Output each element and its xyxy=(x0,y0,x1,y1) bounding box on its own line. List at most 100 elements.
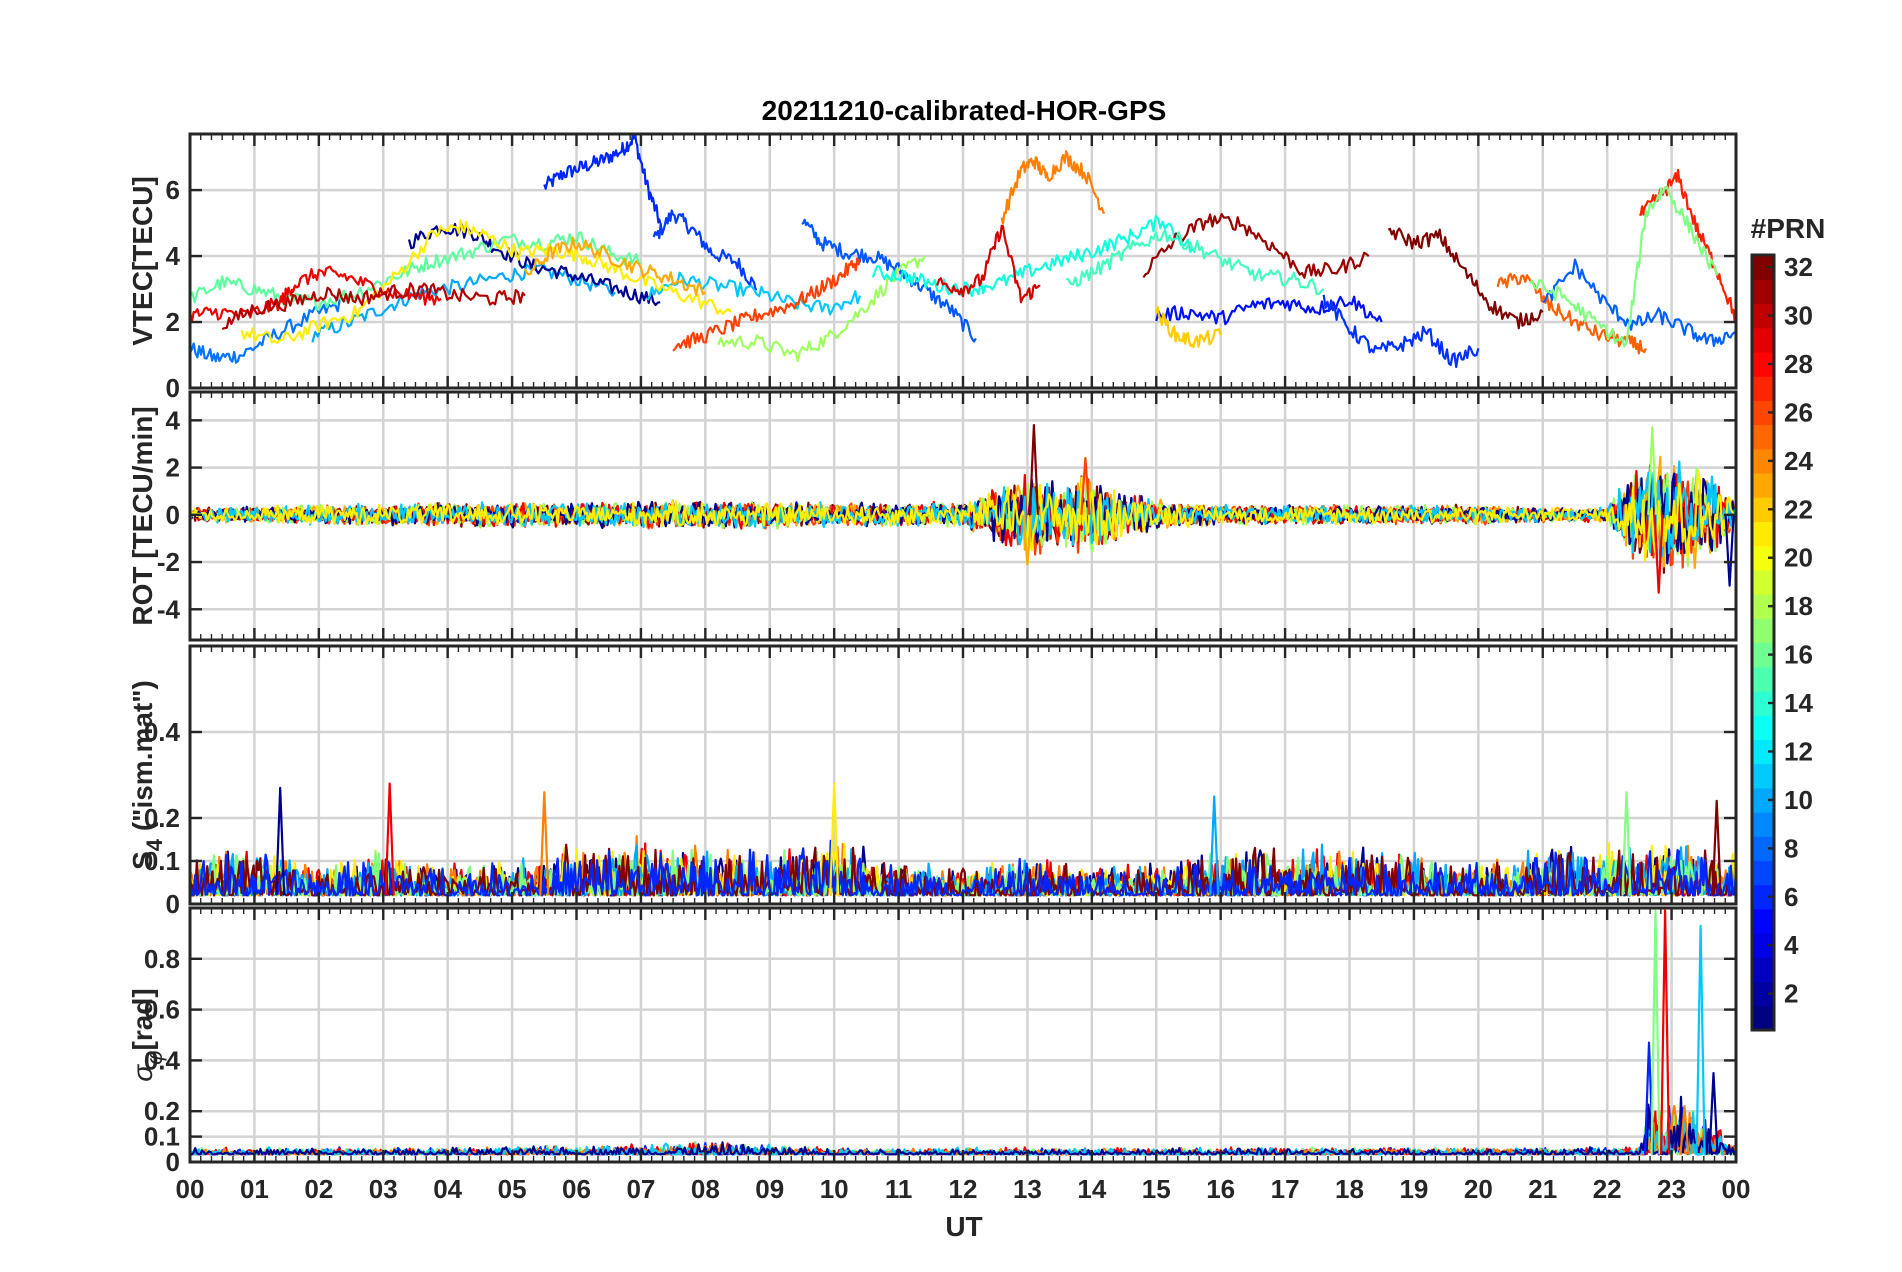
x-axis-label: UT xyxy=(945,1211,982,1242)
x-tick-label: 23 xyxy=(1657,1174,1686,1204)
x-tick-label: 18 xyxy=(1335,1174,1364,1204)
s4-peak-spike xyxy=(539,791,550,896)
colorbar-swatch xyxy=(1752,448,1774,474)
colorbar-tick-label: 32 xyxy=(1784,252,1813,282)
colorbar-swatch xyxy=(1752,327,1774,353)
colorbar-swatch xyxy=(1752,666,1774,692)
y-tick-label: 0.4 xyxy=(144,1045,181,1075)
y-tick-label: -4 xyxy=(157,594,181,624)
colorbar-tick-label: 6 xyxy=(1784,882,1798,912)
x-tick-label: 04 xyxy=(433,1174,462,1204)
colorbar-frame xyxy=(1750,253,1776,1032)
vtec-series-prn-13 xyxy=(871,215,1196,297)
colorbar-tick-label: 2 xyxy=(1784,979,1798,1009)
vtec-series-prn-11 xyxy=(311,262,616,343)
vtec-series-prn-15 xyxy=(1065,229,1325,296)
colorbar-tick-label: 8 xyxy=(1784,833,1798,863)
sigma-peak-spike xyxy=(1679,1105,1690,1155)
y-tick-label: 0.2 xyxy=(144,1096,180,1126)
vtec-y-label: VTEC[TECU] xyxy=(127,176,158,346)
y-tick-label: -2 xyxy=(157,547,180,577)
sigma-peak-spike xyxy=(1695,924,1706,1155)
colorbar-swatch xyxy=(1752,715,1774,740)
vtec-series-prn-20 xyxy=(240,219,732,344)
s4-peak-spike xyxy=(829,782,840,896)
colorbar-swatch xyxy=(1752,812,1774,837)
vtec-series-prn-16 xyxy=(190,231,642,311)
vtec-series-prn-28 xyxy=(190,265,442,324)
x-tick-label: 17 xyxy=(1271,1174,1300,1204)
vtec-series-prn-8 xyxy=(1542,258,1736,347)
colorbar-swatch xyxy=(1752,279,1774,305)
x-tick-label: 07 xyxy=(626,1174,655,1204)
vtec-series-prn-32 xyxy=(1387,227,1544,330)
s4-peak-spike xyxy=(275,786,286,896)
x-tick-label: 05 xyxy=(498,1174,527,1204)
s4-peak-spike xyxy=(1621,791,1632,896)
colorbar-title: #PRN xyxy=(1751,213,1826,244)
vtec-series-prn-6 xyxy=(1322,294,1480,369)
colorbar-swatch xyxy=(1752,376,1774,401)
colorbar-swatch xyxy=(1752,908,1774,934)
colorbar-swatch xyxy=(1752,303,1774,329)
x-tick-label: 00 xyxy=(176,1174,205,1204)
vtec-series-prn-30 xyxy=(221,282,526,330)
y-tick-label: 0.1 xyxy=(144,1122,180,1152)
colorbar-swatch xyxy=(1752,981,1774,1007)
colorbar-swatch xyxy=(1752,787,1774,813)
vtec-series-prn-4 xyxy=(1155,295,1383,326)
colorbar-swatch xyxy=(1752,521,1774,547)
rot-peak-spike xyxy=(1080,457,1091,515)
colorbar-swatch xyxy=(1752,957,1774,983)
rot-series xyxy=(190,470,1736,564)
sigma-peak-spike xyxy=(1660,909,1671,1155)
colorbar-tick-label: 20 xyxy=(1784,543,1813,573)
vtec-series-prn-5 xyxy=(652,209,758,291)
colorbar-tick-label: 22 xyxy=(1784,494,1813,524)
x-tick-label: 08 xyxy=(691,1174,720,1204)
colorbar-swatch xyxy=(1752,739,1774,765)
y-tick-label: 0 xyxy=(166,889,180,919)
y-tick-label: 2 xyxy=(166,453,180,483)
series-group xyxy=(190,424,1736,594)
colorbar-swatch xyxy=(1752,860,1774,886)
colorbar-tick-label: 4 xyxy=(1784,930,1799,960)
colorbar-swatch xyxy=(1752,836,1774,862)
vtec-series-prn-21 xyxy=(1155,306,1222,349)
vtec-series-prn-24 xyxy=(1000,150,1106,225)
vtec-series-prn-27 xyxy=(1638,168,1736,323)
x-tick-label: 11 xyxy=(885,1174,913,1204)
x-ticks xyxy=(188,908,1738,1162)
x-tick-label: 00 xyxy=(1722,1174,1751,1204)
vtec-series-prn-26 xyxy=(672,257,861,352)
s4-peak-spike xyxy=(1711,799,1722,896)
colorbar-tick-label: 30 xyxy=(1784,301,1813,331)
colorbar-swatch xyxy=(1752,400,1774,426)
colorbar-swatch xyxy=(1752,933,1774,958)
s4-peak-spike xyxy=(1209,795,1220,896)
sigma-peak-spike xyxy=(1708,1072,1719,1155)
colorbar-swatch xyxy=(1752,642,1774,668)
rot-peak-spike xyxy=(1028,424,1039,515)
y-tick-label: 0 xyxy=(166,500,180,530)
rot-peak-spike xyxy=(1022,514,1033,566)
x-tick-label: 02 xyxy=(304,1174,333,1204)
rot-y-label: ROT [TECU/min] xyxy=(127,406,158,625)
colorbar-tick-label: 28 xyxy=(1784,349,1813,379)
rot-peak-spike xyxy=(1724,514,1735,587)
colorbar-swatch xyxy=(1752,497,1774,523)
colorbar-swatch xyxy=(1752,690,1774,716)
grid xyxy=(190,134,1736,388)
y-tick-label: 0 xyxy=(166,1147,180,1177)
colorbar-tick-label: 10 xyxy=(1784,785,1813,815)
colorbar-swatch xyxy=(1752,424,1774,450)
x-tick-label: 03 xyxy=(369,1174,398,1204)
colorbar-swatch xyxy=(1752,763,1774,789)
colorbar-swatch xyxy=(1752,472,1774,498)
x-tick-label: 01 xyxy=(240,1174,269,1204)
grid xyxy=(190,908,1736,1162)
sigma-y-label: σφ[rad] xyxy=(127,988,167,1081)
x-ticks xyxy=(188,392,1738,640)
colorbar-swatch xyxy=(1752,1005,1774,1031)
